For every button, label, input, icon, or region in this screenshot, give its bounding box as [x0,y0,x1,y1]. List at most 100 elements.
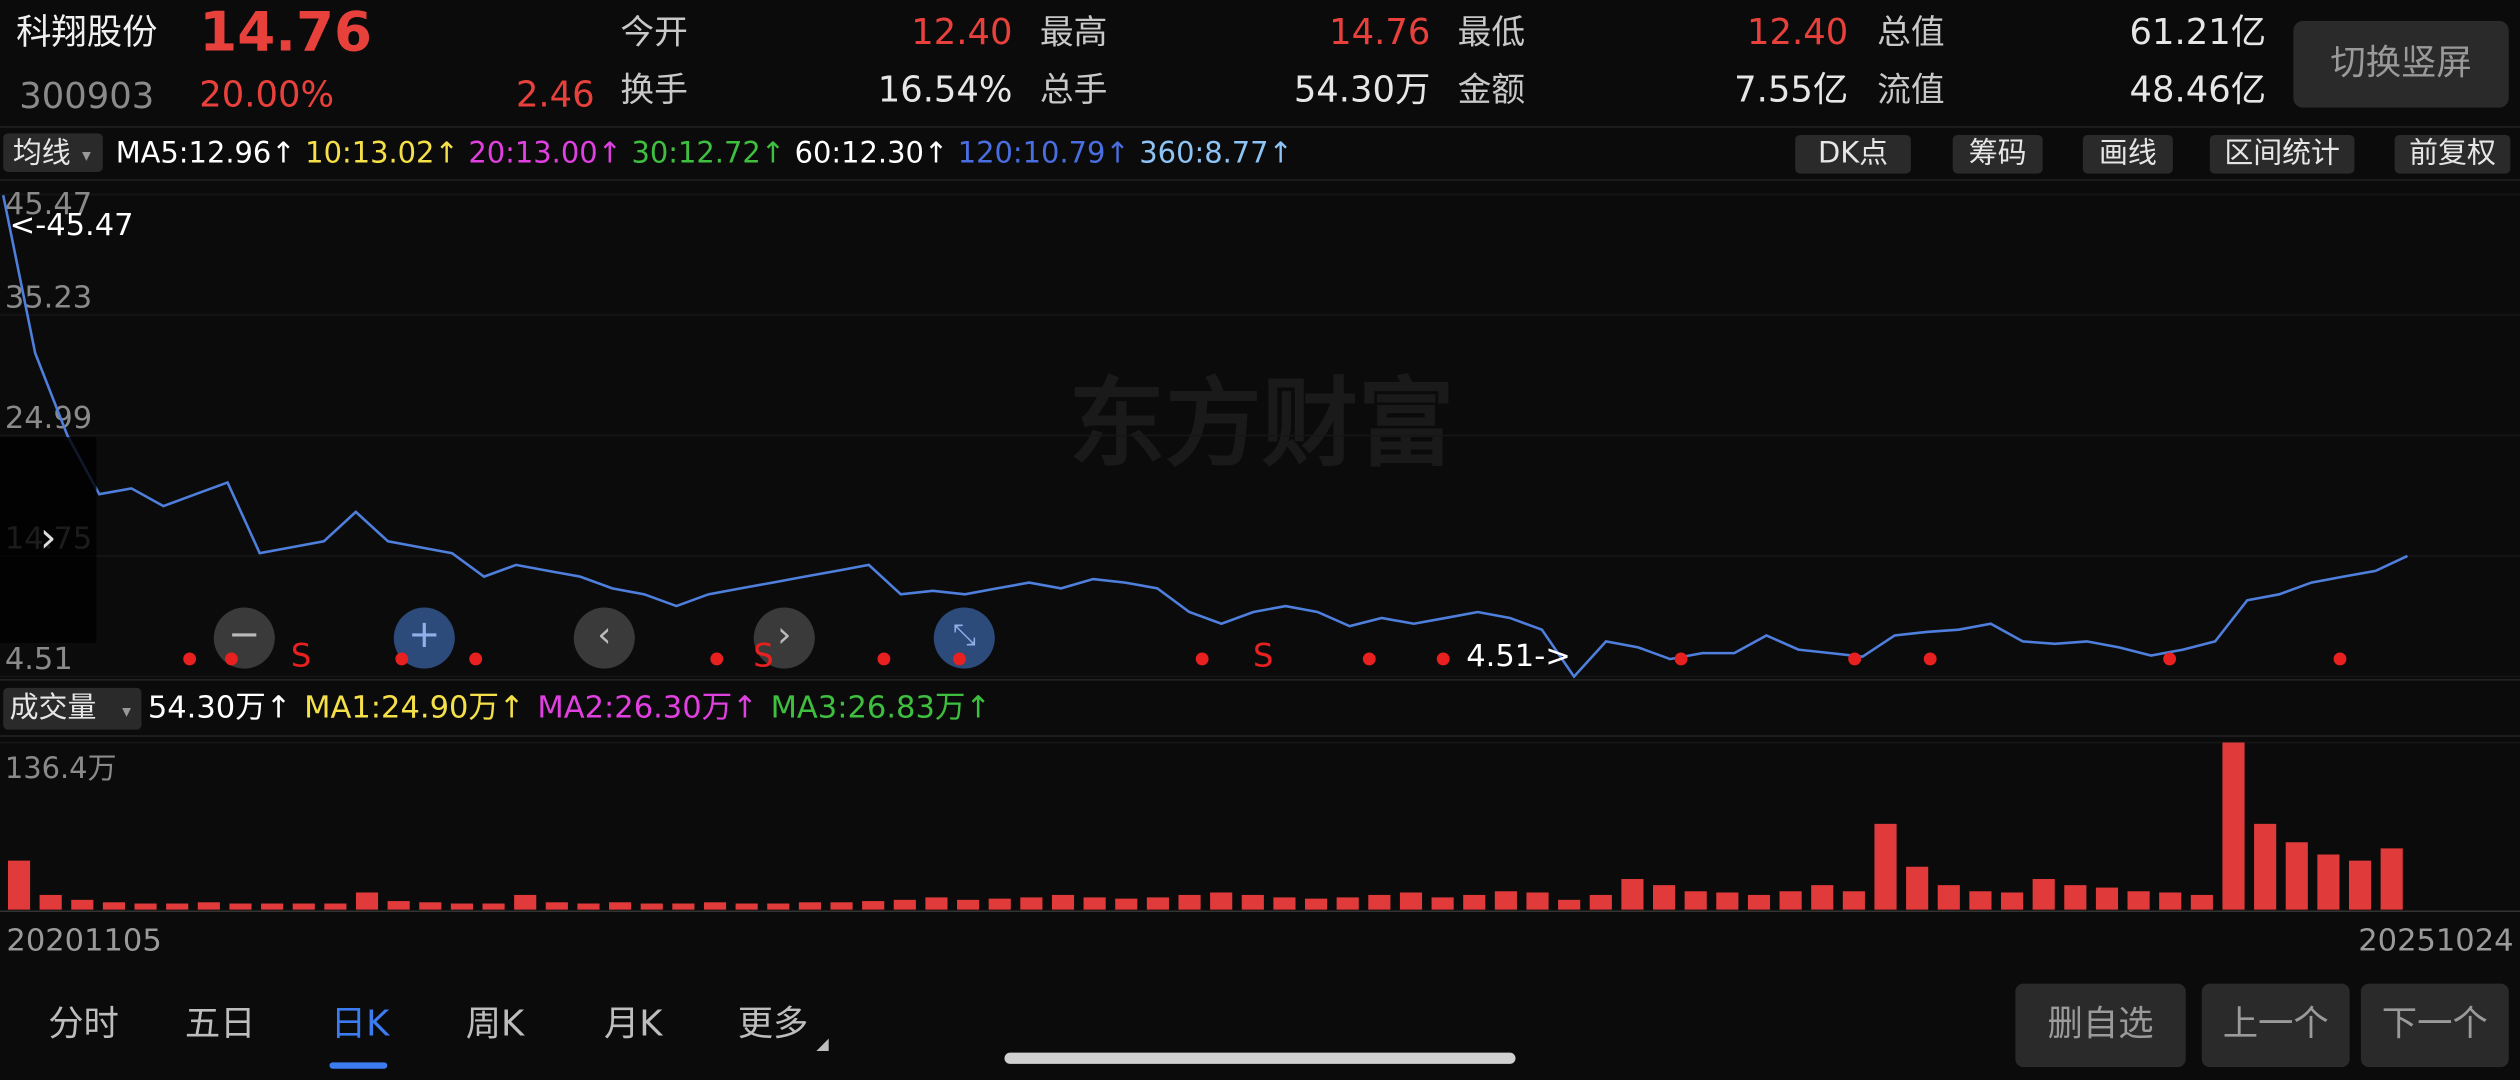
volume-bar [1051,894,1075,910]
volume-bar [450,903,473,910]
tab[interactable]: 五日 [185,1003,256,1044]
stock-price: 14.76 [199,0,372,63]
tool-button[interactable] [2209,135,2355,174]
quote-label: 今开 [620,12,688,51]
signal-dot [395,652,409,666]
side-toggle[interactable] [0,437,97,643]
signal-dot [1436,652,1450,666]
rotate-button-label: 切换竖屏 [2330,42,2471,83]
side-toggle-icon: › [40,513,57,562]
ma-value: MA5:12.96↑ [116,135,296,169]
scroll-left[interactable] [573,607,635,669]
volume-bar [640,903,663,910]
quote-value: 16.54% [878,70,1013,111]
volume-bar [1494,891,1517,910]
tab[interactable]: 分时 [48,1003,119,1044]
ma-value: 20:13.00↑ [468,135,622,169]
volume-bar [735,903,758,910]
ma-value: 10:13.02↑ [305,135,459,169]
x-label-start: 20201105 [6,923,161,958]
action-button[interactable] [2360,983,2509,1068]
rotate-button[interactable] [2293,20,2509,108]
change: 2.46 [516,74,595,115]
dropdown-icon: ▾ [82,146,91,166]
volume-bar [292,903,315,910]
volume-bar [1842,891,1865,910]
tool-button[interactable] [1952,135,2043,174]
volume-bar [71,899,94,910]
ma-value: 60:12.30↑ [795,135,949,169]
zoom-in-icon: + [408,612,440,657]
volume-bar [1779,891,1802,910]
quote-label: 总手 [1040,70,1108,109]
y-tick-label: 45.47 [5,187,92,222]
ma-value: 360:8.77↑ [1139,135,1293,169]
y-tick-label: 4.51 [5,642,73,677]
quote-value: 12.40 [1747,12,1848,53]
quote-label: 最低 [1458,12,1526,51]
quote-label: 流值 [1877,70,1945,109]
zoom-in[interactable] [393,607,455,669]
volume-bar [7,860,31,910]
volume-bar [2159,892,2182,910]
volume-bar [355,892,379,910]
signal-dot [183,652,197,666]
scroll-right[interactable] [753,607,815,669]
ma-selector[interactable] [3,133,103,172]
y-tick-label: 136.4万 [5,751,117,785]
volume-bar [609,902,632,910]
high-annotation: <-45.47 [10,208,134,243]
volume-bar [988,898,1011,910]
volume-bar [324,903,347,910]
tool-button-label: DK点 [1818,135,1888,169]
volume-bar [1178,894,1201,910]
volume-legend: MA3:26.83万↑ [771,690,991,725]
action-button[interactable] [2015,983,2186,1068]
volume-bar [1811,885,1834,910]
volume-bar [197,902,220,910]
tab[interactable]: 月K [604,1003,663,1044]
fullscreen[interactable] [933,607,995,669]
low-annotation: 4.51-> [1466,639,1571,674]
action-button[interactable] [2201,983,2350,1068]
tab[interactable]: 日K [331,1003,390,1044]
stock-code: 300903 [19,76,154,117]
volume-bar [1273,897,1296,910]
tool-button[interactable] [2082,135,2173,174]
watermark: 东方财富 [1069,368,1455,480]
tool-button-label: 区间统计 [2224,135,2340,169]
quote-label: 最高 [1040,12,1108,51]
quote-label: 换手 [620,70,688,109]
volume-bar [1906,866,1929,910]
volume-bar [1969,891,1992,910]
tab[interactable]: 周K [466,1003,525,1044]
tool-button[interactable] [2394,135,2511,174]
volume-bar [166,903,189,910]
zoom-out-icon: − [228,612,260,657]
tab[interactable]: 更多 [738,1003,809,1044]
ma-value: 30:12.72↑ [631,135,785,169]
y-tick-label: 35.23 [5,280,92,315]
signal-dot [1923,652,1937,666]
volume-bar [1526,892,1549,910]
action-button-label: 删自选 [2048,1003,2154,1044]
volume-bar [134,903,157,910]
zoom-controls: − + ‹ › ⤡ [213,607,995,669]
volume-legend: MA1:24.90万↑ [304,690,524,725]
volume-bar [703,902,727,910]
volume-bar [419,902,442,910]
volume-bar [1146,897,1169,910]
volume-bar [482,903,505,910]
volume-bar [1210,892,1233,910]
volume-title: 成交量 [10,690,97,724]
volume-bar [2317,854,2340,910]
volume-bar [1115,898,1138,910]
volume-bar [2000,892,2024,910]
signal-dot [953,652,966,666]
tool-button[interactable] [1795,135,1911,174]
volume-selector[interactable] [3,687,142,730]
price-line [1,195,2409,679]
signal-dot [1848,652,1862,666]
